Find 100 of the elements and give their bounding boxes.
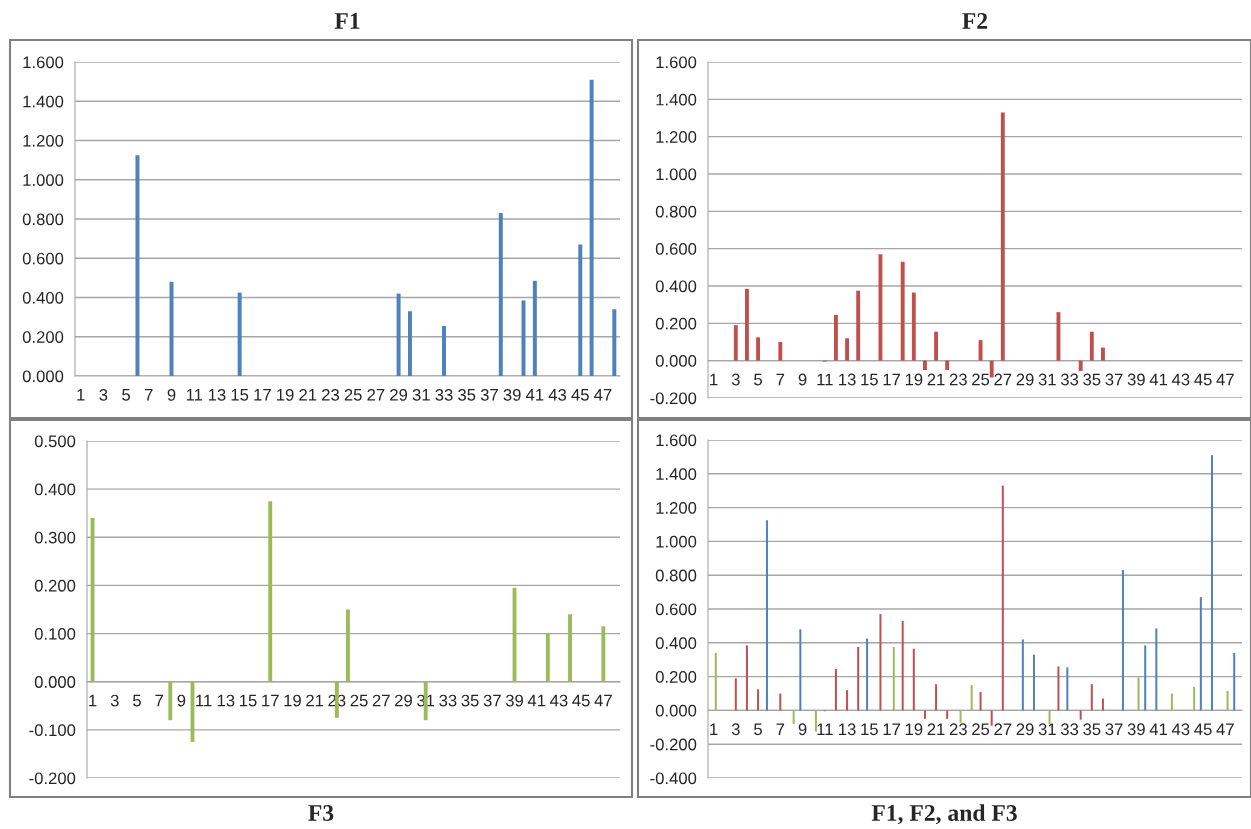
x-tick-label: 39 [1127,723,1145,736]
bar [1170,693,1173,711]
y-tick-label: 0.800 [22,213,64,226]
bar [979,691,982,711]
x-tick-label: 1 [89,694,97,707]
bar [1001,485,1004,711]
bar [833,314,838,361]
y-tick-label: 0.800 [655,205,697,218]
y-tick-label: 1.200 [656,131,697,143]
y-tick-label: 1.400 [656,93,697,106]
x-tick-label: 21 [927,723,945,735]
y-tick-label: 0.200 [22,331,64,343]
x-tick-label: 29 [390,388,408,401]
x-tick-label: 17 [883,723,900,735]
x-tick-label: 37 [480,388,498,401]
x-tick-label: 29 [395,694,412,707]
x-tick-label: 7 [776,723,785,735]
x-tick-label: 41 [525,389,544,401]
bar [814,710,817,732]
bar [568,614,572,682]
x-tick-label: 39 [505,694,523,707]
x-tick-label: 27 [372,694,390,707]
y-tick-label: 1.400 [656,468,697,480]
y-tick-label: -0.200 [650,738,697,751]
y-tick-label: 0.600 [655,603,697,616]
bar [1056,312,1061,361]
bar [765,520,768,711]
x-tick-label: 33 [1060,723,1079,736]
x-tick-label: 19 [905,723,923,736]
bar [396,293,401,376]
x-tick-label: 11 [817,373,833,386]
x-tick-label: 25 [972,723,990,736]
bar [442,325,446,376]
bar [1066,667,1069,711]
x-tick-label: 13 [217,694,235,707]
x-tick-label: 11 [186,389,203,401]
x-tick-label: 31 [412,388,430,401]
y-tick-label: 0.400 [22,291,64,304]
x-tick-label: 23 [949,373,967,386]
x-tick-label: 31 [1038,373,1056,386]
x-tick-label: 43 [1171,373,1190,386]
x-tick-label: 47 [1216,723,1234,735]
x-tick-label: 45 [1194,373,1212,386]
y-tick-label: 0.000 [655,355,697,367]
bar [911,292,916,361]
y-tick-label: 1.600 [656,56,697,69]
bar [799,629,802,711]
x-tick-label: 21 [927,373,945,386]
x-tick-label: 29 [1016,723,1034,736]
y-tick-label: -0.100 [29,724,76,737]
bar [1079,710,1082,720]
y-tick-label: -0.200 [29,772,76,785]
x-tick-label: 27 [367,388,385,401]
y-tick-label: 0.100 [34,627,76,640]
y-tick-label: 0.500 [34,435,76,448]
x-tick-label: 11 [196,694,212,707]
bar [959,710,962,724]
bar [989,360,994,378]
x-tick-label: 3 [731,373,740,386]
x-tick-label: 29 [1016,373,1034,386]
x-tick-label: 43 [548,388,567,401]
bar [922,360,927,370]
x-tick-label: 5 [754,373,762,386]
bar [856,290,861,361]
bar [946,710,949,719]
bar [734,678,737,711]
x-tick-label: 25 [350,694,368,707]
x-tick-label: 9 [167,388,176,401]
bar [168,681,173,721]
x-tick-label: 47 [594,694,612,707]
bar [1000,112,1005,361]
x-tick-label: 9 [177,694,186,707]
x-tick-label: 35 [1083,373,1101,386]
bar [935,684,938,711]
y-tick-label: -0.200 [650,392,697,405]
x-tick-label: 43 [550,694,568,707]
bar [578,244,583,376]
bar [978,340,983,361]
bar [1233,652,1236,711]
x-tick-label: 17 [254,389,271,401]
y-tick-label: 1.000 [23,174,64,186]
bar [879,614,882,711]
bar [601,626,606,682]
x-tick-label: 37 [1105,373,1123,386]
bar [934,331,939,361]
x-tick-label: 35 [458,388,476,401]
y-tick-label: 0.200 [655,317,697,330]
x-tick-label: 15 [861,373,878,386]
bar [714,652,717,711]
y-tick-label: 0.200 [34,579,76,592]
bar [346,609,350,682]
bar [1121,570,1124,711]
bar [757,689,760,711]
bar [1137,677,1140,711]
bar [733,325,738,361]
bar [745,645,748,711]
bar [1210,455,1213,711]
bar [901,620,904,711]
x-tick-label: 7 [155,694,163,707]
y-tick-label: 0.800 [655,569,697,582]
